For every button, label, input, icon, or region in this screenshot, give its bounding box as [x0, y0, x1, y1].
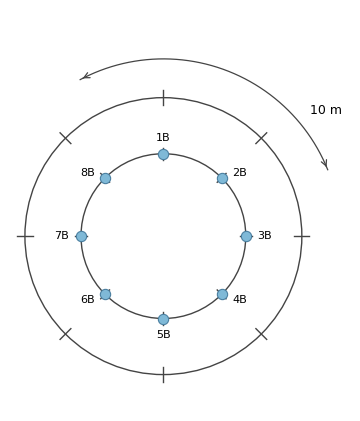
Text: 1B: 1B: [156, 133, 171, 143]
Text: 10 m: 10 m: [310, 104, 342, 117]
Point: [102, 291, 108, 298]
Point: [219, 174, 225, 181]
Text: 8B: 8B: [80, 168, 95, 178]
Text: 4B: 4B: [232, 295, 247, 305]
Point: [161, 150, 166, 157]
Text: 5B: 5B: [156, 330, 171, 340]
Point: [102, 174, 108, 181]
Point: [243, 233, 249, 240]
Text: 2B: 2B: [232, 168, 247, 178]
Text: 3B: 3B: [257, 231, 272, 241]
Point: [161, 315, 166, 322]
Text: 6B: 6B: [80, 295, 95, 305]
Text: 7B: 7B: [54, 231, 69, 241]
Point: [78, 233, 84, 240]
Point: [219, 291, 225, 298]
